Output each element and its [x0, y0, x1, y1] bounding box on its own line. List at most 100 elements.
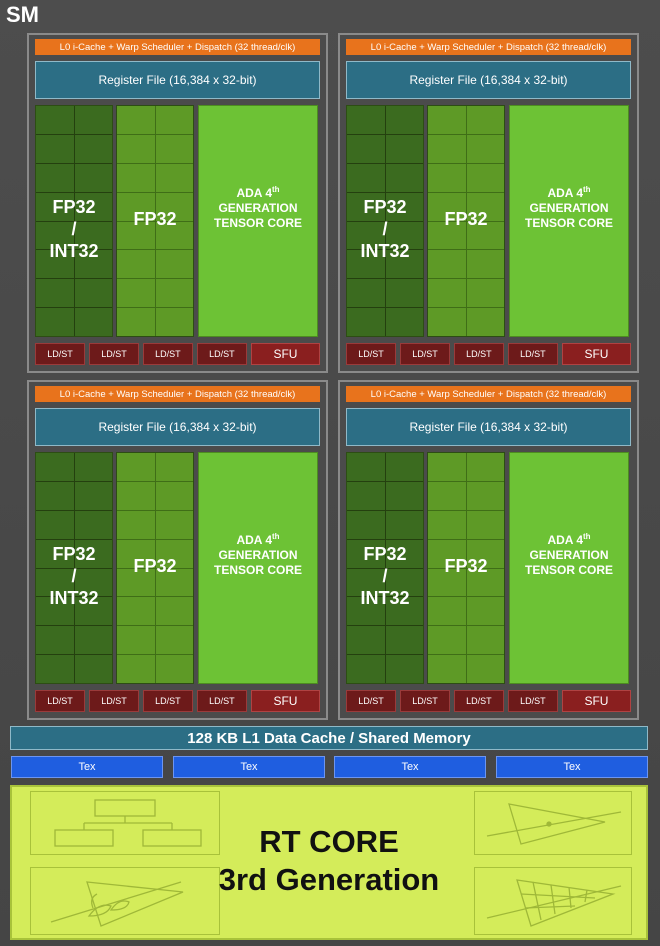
- core-cell: [117, 597, 155, 626]
- fp32-int32-label-line3: INT32: [49, 588, 99, 608]
- tex-unit: Tex: [334, 756, 486, 778]
- core-cell: [385, 134, 423, 163]
- core-cell: [117, 510, 155, 539]
- core-cell: [74, 250, 112, 279]
- fp32-int32-label: FP32/INT32: [36, 543, 112, 609]
- tensor-core-sup: th: [272, 184, 280, 194]
- core-cell: [155, 192, 193, 221]
- core-cell: [155, 279, 193, 308]
- tensor-core-line3: TENSOR CORE: [524, 215, 613, 230]
- core-cell: [385, 568, 423, 597]
- core-cell: [347, 597, 385, 626]
- core-cell: [74, 626, 112, 655]
- core-cell: [347, 568, 385, 597]
- fp32-int32-unit: FP32/INT32: [346, 105, 424, 337]
- fp32-int32-label-line1: FP32: [363, 544, 407, 564]
- core-cell: [117, 279, 155, 308]
- core-cell: [428, 106, 466, 134]
- ldst-sfu-row: LD/ST LD/ST LD/ST LD/ST SFU: [346, 690, 632, 712]
- core-cell: [155, 481, 193, 510]
- fp32-int32-label-line1: FP32: [52, 197, 96, 217]
- ldst-sfu-row: LD/ST LD/ST LD/ST LD/ST SFU: [346, 343, 632, 365]
- core-cell: [155, 597, 193, 626]
- ldst-unit: LD/ST: [399, 690, 450, 712]
- fp32-unit: FP32: [427, 452, 505, 684]
- core-cell: [36, 453, 74, 481]
- processing-block-2: L0 i-Cache + Warp Scheduler + Dispatch (…: [338, 33, 639, 373]
- fp32-int32-label-line1: FP32: [52, 544, 96, 564]
- core-cell: [74, 221, 112, 250]
- fp32-unit: FP32: [116, 105, 194, 337]
- core-cell: [74, 453, 112, 481]
- core-cell: [428, 510, 466, 539]
- core-cell: [117, 134, 155, 163]
- core-cell: [117, 106, 155, 134]
- core-cell: [385, 221, 423, 250]
- core-cell: [428, 655, 466, 683]
- core-cell: [466, 626, 504, 655]
- fp32-int32-label-line1: FP32: [363, 197, 407, 217]
- core-cell: [36, 134, 74, 163]
- warp-scheduler: L0 i-Cache + Warp Scheduler + Dispatch (…: [346, 39, 631, 55]
- tensor-core-line2: GENERATION: [529, 200, 609, 215]
- tensor-core-line2: GENERATION: [218, 200, 298, 215]
- core-cell: [74, 510, 112, 539]
- core-cell: [347, 510, 385, 539]
- core-cell: [466, 655, 504, 683]
- core-cell: [385, 279, 423, 308]
- tensor-core-sup: th: [583, 184, 591, 194]
- core-cell: [74, 539, 112, 568]
- ldst-sfu-row: LD/ST LD/ST LD/ST LD/ST SFU: [35, 690, 321, 712]
- rt-core-line1: RT CORE: [259, 824, 399, 859]
- core-cell: [385, 481, 423, 510]
- core-cell: [36, 279, 74, 308]
- ldst-unit: LD/ST: [453, 690, 504, 712]
- core-cell: [466, 221, 504, 250]
- sfu-unit: SFU: [561, 690, 632, 712]
- core-cell: [428, 308, 466, 336]
- tex-unit: Tex: [173, 756, 325, 778]
- core-cell: [347, 308, 385, 336]
- core-cell: [428, 163, 466, 192]
- core-cell: [466, 163, 504, 192]
- core-cell: [428, 453, 466, 481]
- fp32-int32-label-line3: INT32: [49, 241, 99, 261]
- core-cell: [347, 163, 385, 192]
- core-cell: [74, 106, 112, 134]
- core-cell: [385, 453, 423, 481]
- core-cell: [117, 250, 155, 279]
- core-cell: [74, 655, 112, 683]
- fp32-unit: FP32: [427, 105, 505, 337]
- core-cell: [347, 279, 385, 308]
- core-cell: [74, 308, 112, 336]
- core-cell: [117, 626, 155, 655]
- core-cell: [466, 510, 504, 539]
- core-cell: [155, 568, 193, 597]
- core-cell: [428, 481, 466, 510]
- core-cell: [117, 308, 155, 336]
- core-cell: [155, 106, 193, 134]
- core-cell: [74, 134, 112, 163]
- core-cell: [155, 655, 193, 683]
- fp32-int32-label: FP32/INT32: [347, 543, 423, 609]
- core-cell: [466, 192, 504, 221]
- fp32-label: FP32: [133, 209, 177, 229]
- core-cell: [347, 655, 385, 683]
- core-cell: [385, 597, 423, 626]
- core-cell: [385, 250, 423, 279]
- tensor-core: ADA 4th GENERATION TENSOR CORE: [509, 452, 629, 684]
- core-cell: [347, 134, 385, 163]
- ldst-unit: LD/ST: [453, 343, 504, 365]
- l1-data-cache: 128 KB L1 Data Cache / Shared Memory: [10, 726, 648, 750]
- core-cell: [155, 510, 193, 539]
- core-cell: [385, 655, 423, 683]
- core-cell: [117, 568, 155, 597]
- core-cell: [117, 453, 155, 481]
- rt-core: RT CORE 3rd Generation: [10, 785, 648, 940]
- core-cell: [36, 655, 74, 683]
- core-cell: [466, 597, 504, 626]
- core-cell: [347, 192, 385, 221]
- core-cell: [428, 539, 466, 568]
- tensor-core-line1: ADA 4: [547, 532, 583, 547]
- fp32-int32-label-line3: INT32: [360, 588, 410, 608]
